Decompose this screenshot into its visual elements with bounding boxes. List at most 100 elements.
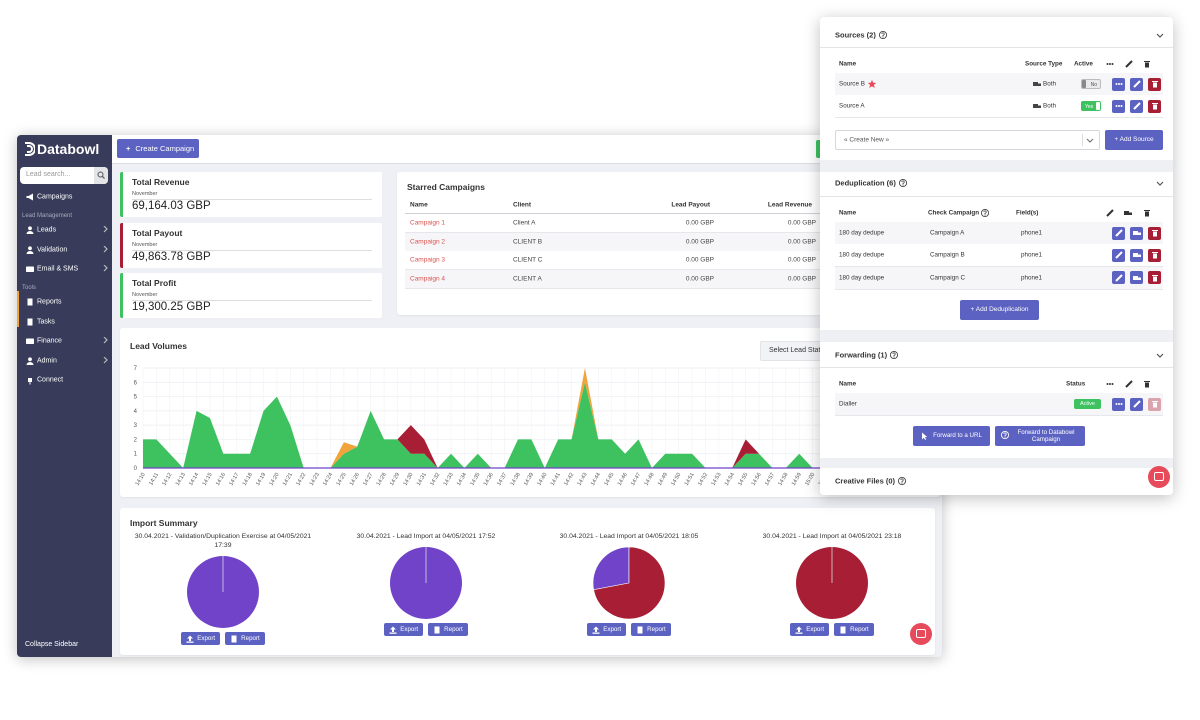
button-label: Export <box>197 635 216 642</box>
button-label: Export <box>603 626 622 633</box>
table-cell: CLIENT A <box>513 275 542 282</box>
button-label: Forward to Databowl Campaign <box>1017 428 1075 444</box>
x-tick-label: 14:21 <box>282 472 294 487</box>
add-deduplication-button[interactable]: + Add Deduplication <box>960 300 1039 320</box>
x-tick-label: 14:25 <box>336 472 348 487</box>
table-cell: CLIENT C <box>513 256 543 264</box>
pie-action-button[interactable]: Export <box>587 623 627 636</box>
forward-button[interactable]: Forward to a URL <box>913 426 990 446</box>
up-icon <box>795 626 803 634</box>
nav-item[interactable]: Leads <box>37 226 57 234</box>
nav-item[interactable]: Validation <box>37 246 68 253</box>
truck-body <box>1132 231 1138 235</box>
dots-button[interactable] <box>1112 77 1125 91</box>
create-campaign-button[interactable]: + Create Campaign <box>117 139 199 158</box>
doc <box>434 626 440 633</box>
create-new-select[interactable]: « Create New » <box>835 130 1100 150</box>
pencil-button[interactable] <box>1130 397 1143 411</box>
forward-button[interactable]: Forward to Databowl Campaign <box>995 426 1085 446</box>
truck-button[interactable] <box>1130 226 1143 240</box>
trash-lid <box>1151 81 1158 82</box>
doc-icon <box>27 318 33 325</box>
trash-button[interactable] <box>1148 397 1161 411</box>
active-toggle[interactable]: No <box>1081 79 1101 89</box>
dot <box>1117 403 1120 405</box>
dots-button[interactable] <box>1112 99 1125 113</box>
campaign-link[interactable]: Campaign 1 <box>410 219 446 227</box>
nav-item[interactable]: Campaigns <box>37 193 73 201</box>
table-header: Active <box>1074 60 1093 68</box>
chevron-icon <box>1156 181 1164 186</box>
campaign-link[interactable]: Campaign 2 <box>410 238 446 245</box>
chat-bubble[interactable] <box>910 623 932 645</box>
x-tick-label: 14:26 <box>349 472 361 487</box>
pie-action-button[interactable]: Export <box>384 623 424 636</box>
dot <box>1111 383 1114 385</box>
truck-button[interactable] <box>1130 271 1143 285</box>
chat-bubble[interactable] <box>1148 466 1170 488</box>
card-value: 19,300.25 GBP <box>132 301 211 313</box>
collapse-sidebar[interactable]: Collapse Sidebar <box>25 641 79 648</box>
x-tick-label: 14:53 <box>711 472 723 487</box>
nav-item[interactable]: Reports <box>37 298 62 306</box>
dot <box>1111 63 1114 65</box>
chat-icon <box>1154 472 1164 481</box>
nav-item[interactable]: Finance <box>37 337 62 345</box>
x-tick-label: 14:57 <box>764 472 776 487</box>
doc-icon <box>637 626 643 633</box>
topbar: + Create Campaign <box>112 135 942 164</box>
doc-icon <box>840 626 846 633</box>
active-toggle[interactable]: Yes <box>1081 101 1101 111</box>
pie-slice <box>592 546 630 591</box>
truck-button[interactable] <box>1130 248 1143 262</box>
y-tick-label: 2 <box>134 437 138 443</box>
trash-body <box>1152 231 1157 237</box>
pencil-button[interactable] <box>1130 77 1143 91</box>
nav-item[interactable]: Email & SMS <box>37 265 79 273</box>
doc <box>840 626 846 633</box>
truck-cab <box>1137 232 1141 235</box>
pie-action-button[interactable]: Export <box>790 623 830 636</box>
add-source-button[interactable]: + Add Source <box>1105 130 1163 150</box>
trash-button[interactable] <box>1148 248 1161 262</box>
trash-button[interactable] <box>1148 271 1161 285</box>
user-icon <box>26 356 34 365</box>
truck-cab <box>1129 212 1132 215</box>
table-header: Source Type <box>1025 60 1063 68</box>
table-row <box>405 232 830 252</box>
area-series <box>143 382 826 468</box>
chevron-icon <box>103 245 108 252</box>
cursor-icon <box>922 432 928 440</box>
trash-button[interactable] <box>1148 226 1161 240</box>
search-box[interactable]: Lead search... <box>20 167 108 184</box>
pencil-button[interactable] <box>1112 248 1125 262</box>
cursor <box>922 432 928 440</box>
trash-button[interactable] <box>1148 99 1161 113</box>
table-cell: 0.00 GBP <box>787 219 816 227</box>
search-button[interactable] <box>94 167 108 184</box>
pencil-button[interactable] <box>1112 226 1125 240</box>
campaign-link[interactable]: Campaign 3 <box>410 256 446 264</box>
pie-action-button[interactable]: Report <box>631 623 671 636</box>
help-ring <box>897 476 907 486</box>
dot <box>1117 105 1120 107</box>
table-cell: phone1 <box>1021 251 1043 259</box>
nav-item[interactable]: Tasks <box>37 318 55 325</box>
shoulders <box>26 361 34 365</box>
pie-action-button[interactable]: Export <box>181 632 221 645</box>
trash-icon <box>1144 61 1150 68</box>
nav-item[interactable]: Connect <box>37 376 64 384</box>
trash-button[interactable] <box>1148 77 1161 91</box>
dots-icon <box>1115 105 1122 107</box>
settings-panel: Sources (2) Name Source Type Active Source B… <box>820 17 1173 495</box>
pie-action-button[interactable]: Report <box>428 623 468 636</box>
dot <box>1117 83 1120 85</box>
nav-item[interactable]: Admin <box>37 357 57 364</box>
dots-button[interactable] <box>1112 397 1125 411</box>
campaign-link[interactable]: Campaign 4 <box>410 275 446 282</box>
pie-action-button[interactable]: Report <box>834 623 874 636</box>
x-tick-label: 14:24 <box>322 472 334 487</box>
pencil-button[interactable] <box>1130 99 1143 113</box>
pencil-button[interactable] <box>1112 271 1125 285</box>
pie-action-button[interactable]: Report <box>225 632 265 645</box>
